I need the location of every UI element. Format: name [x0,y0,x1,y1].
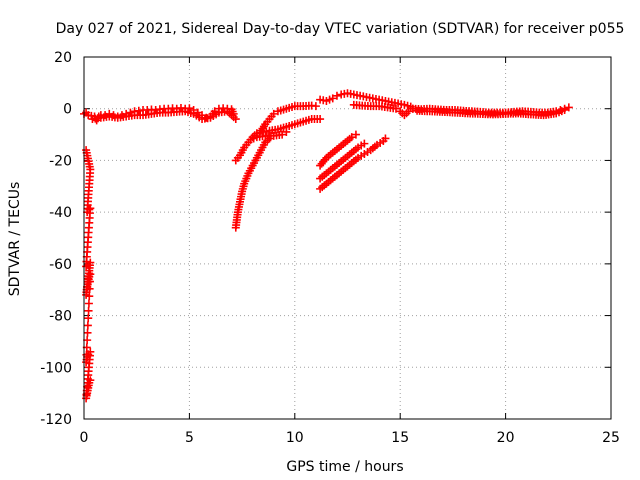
series-arc-6 [316,130,360,170]
data-point [84,314,93,323]
series-arc-5 [316,134,390,193]
y-tick-label: 20 [54,50,72,66]
y-tick-label: -80 [49,309,72,325]
data-point [83,321,92,330]
data-point [86,376,95,385]
data-point [84,299,93,308]
data-point [85,277,94,286]
data-point [391,104,400,113]
data-point [360,139,369,148]
x-tick-label: 20 [497,430,515,446]
series-arc-2 [231,115,325,165]
data-point [231,115,240,124]
series-low-isolated [82,146,95,403]
data-point [85,284,94,293]
data-point [185,104,194,113]
y-tick-label: -20 [49,153,72,169]
data-point [86,270,95,279]
y-tick-label: -120 [40,412,72,428]
data-point [560,106,569,115]
x-tick-label: 15 [391,430,409,446]
data-point [381,134,390,143]
x-tick-label: 25 [602,430,620,446]
x-tick-label: 10 [286,430,304,446]
plot-frame [83,56,612,420]
y-axis-title: SDTVAR / TECUs [7,182,23,297]
data-point [278,130,287,139]
data-point [84,306,93,315]
series-baseline-late-lower [413,106,569,120]
data-point [316,115,325,124]
series-arc-3 [246,127,291,144]
data-point [404,107,413,116]
data-point [311,102,320,111]
data-point [351,130,360,139]
y-tick-label: 0 [63,102,72,118]
series-arc-4 [257,101,320,135]
data-point [347,133,356,142]
data-point [269,109,278,118]
series-arc-7 [316,139,369,183]
y-tick-label: -40 [49,205,72,221]
x-axis-title: GPS time / hours [286,459,403,475]
y-tick-label: -60 [49,257,72,273]
data-point [85,292,94,301]
data-point [564,103,573,112]
data-point [282,127,291,136]
series-arc-1 [231,134,274,232]
x-tick-label: 5 [185,430,194,446]
x-tick-label: 0 [80,430,89,446]
series-hump-lower [349,100,417,120]
data-point [332,91,341,100]
chart-title: Day 027 of 2021, Sidereal Day-to-day VTE… [56,21,625,37]
data-points [80,89,573,403]
data-point [328,94,337,103]
series-baseline-early-lower [88,107,240,124]
data-point [83,328,92,337]
y-tick-label: -100 [40,360,72,376]
